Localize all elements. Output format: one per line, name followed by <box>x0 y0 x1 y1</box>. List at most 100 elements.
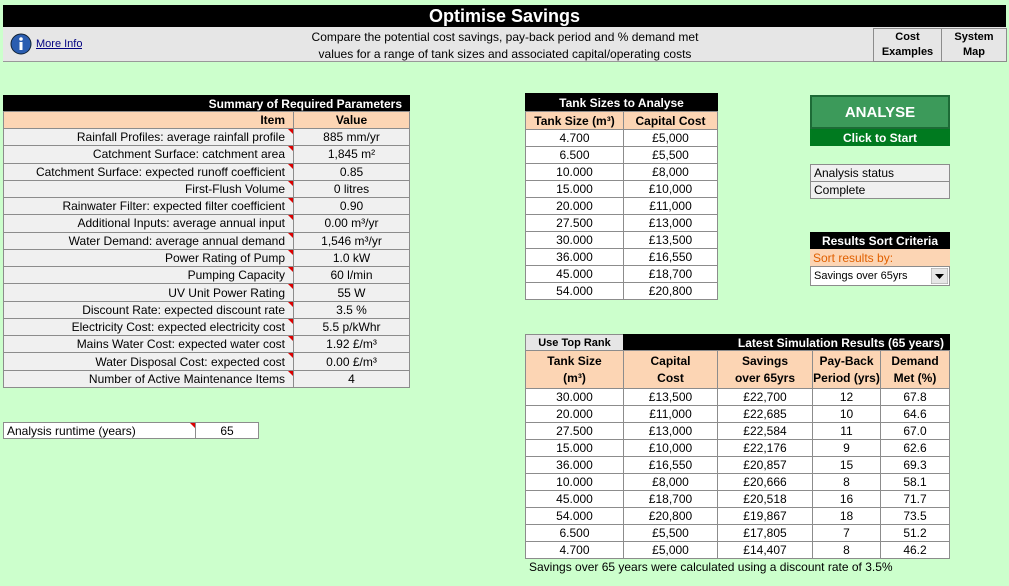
result-cell: £20,857 <box>717 456 813 474</box>
header-line: Capital <box>650 353 691 368</box>
result-cell: £19,867 <box>717 507 813 525</box>
runtime-value: 65 <box>195 422 259 439</box>
capital-cost: £16,550 <box>623 248 718 266</box>
result-cell: 6.500 <box>525 524 624 542</box>
parameter-value: 55 W <box>293 283 410 302</box>
result-cell: 54.000 <box>525 507 624 525</box>
result-cell: £5,000 <box>623 541 718 559</box>
column-header: Pay-Back Period (yrs) <box>812 350 881 389</box>
result-cell: £11,000 <box>623 405 718 423</box>
toolbar-button[interactable]: Cost Examples <box>873 28 942 62</box>
result-cell: £20,800 <box>623 507 718 525</box>
page-title: Optimise Savings <box>3 5 1006 27</box>
sort-title: Results Sort Criteria <box>810 232 950 249</box>
column-header: Tank Size (m³) <box>525 111 624 130</box>
description-line: values for a range of tank sizes and ass… <box>318 46 692 61</box>
parameter-item: Catchment Surface: expected runoff coeff… <box>3 162 294 181</box>
capital-cost: £8,000 <box>623 163 718 181</box>
header-line: Demand <box>891 353 939 368</box>
result-cell: 7 <box>812 524 881 542</box>
parameter-item: Rainwater Filter: expected filter coeffi… <box>3 197 294 216</box>
runtime-label: Analysis runtime (years) <box>3 422 196 439</box>
parameter-item: First-Flush Volume <box>3 179 294 199</box>
info-icon[interactable] <box>10 33 32 55</box>
capital-cost: £13,000 <box>623 214 718 232</box>
description-line: Compare the potential cost savings, pay-… <box>311 29 699 44</box>
parameter-item: Discount Rate: expected discount rate <box>3 300 294 319</box>
result-cell: 15 <box>812 456 881 474</box>
column-header: Capital Cost <box>623 350 718 389</box>
use-top-rank-button[interactable]: Use Top Rank <box>525 334 624 351</box>
column-header: Demand Met (%) <box>880 350 950 389</box>
button-label: Cost <box>895 31 920 43</box>
toolbar-button[interactable]: System Map <box>941 28 1007 62</box>
capital-cost: £11,000 <box>623 197 718 215</box>
parameter-item: Number of Active Maintenance Items <box>3 369 294 388</box>
result-cell: 8 <box>812 473 881 491</box>
result-cell: 71.7 <box>880 490 950 508</box>
parameter-item: Pumping Capacity <box>3 266 294 285</box>
result-cell: £22,584 <box>717 422 813 440</box>
more-info-link[interactable]: More Info <box>36 38 83 50</box>
result-cell: £22,176 <box>717 439 813 457</box>
column-header: Item <box>3 111 294 129</box>
capital-cost: £5,500 <box>623 146 718 164</box>
sort-dropdown[interactable]: Savings over 65yrs <box>810 266 950 286</box>
parameter-item: Rainfall Profiles: average rainfall prof… <box>3 128 294 147</box>
parameter-item: Electricity Cost: expected electricity c… <box>3 317 294 337</box>
parameter-item: Mains Water Cost: expected water cost <box>3 335 294 354</box>
result-cell: 51.2 <box>880 524 950 542</box>
result-cell: 18 <box>812 507 881 525</box>
parameter-value: 60 l/min <box>293 266 410 285</box>
result-cell: 15.000 <box>525 439 624 457</box>
result-cell: 11 <box>812 422 881 440</box>
parameter-item: UV Unit Power Rating <box>3 283 294 302</box>
header-line: Tank Size <box>547 353 602 368</box>
header-line: Period (yrs) <box>813 370 880 385</box>
sort-selected: Savings over 65yrs <box>814 270 908 282</box>
status-label: Analysis status <box>810 164 950 182</box>
parameter-item: Catchment Surface: catchment area <box>3 145 294 164</box>
tank-size: 45.000 <box>525 265 624 283</box>
tank-size: 36.000 <box>525 248 624 266</box>
parameter-item: Water Disposal Cost: expected cost <box>3 352 294 371</box>
button-label: Map <box>963 46 985 58</box>
tank-size: 10.000 <box>525 163 624 181</box>
result-cell: 73.5 <box>880 507 950 525</box>
result-cell: 10.000 <box>525 473 624 491</box>
result-cell: 36.000 <box>525 456 624 474</box>
capital-cost: £10,000 <box>623 180 718 198</box>
header-line: Savings <box>741 353 789 368</box>
table-title: Tank Sizes to Analyse <box>525 93 718 112</box>
column-header: Value <box>293 111 410 129</box>
result-cell: 30.000 <box>525 388 624 406</box>
parameter-item: Power Rating of Pump <box>3 248 294 268</box>
tank-size: 4.700 <box>525 129 624 147</box>
parameter-value: 0.00 £/m³ <box>293 352 410 371</box>
result-cell: 69.3 <box>880 456 950 474</box>
tank-size: 30.000 <box>525 231 624 249</box>
result-cell: 9 <box>812 439 881 457</box>
result-cell: £20,666 <box>717 473 813 491</box>
result-cell: 67.0 <box>880 422 950 440</box>
result-cell: £13,500 <box>623 388 718 406</box>
result-cell: 45.000 <box>525 490 624 508</box>
table-title: Summary of Required Parameters <box>3 95 410 112</box>
status-value: Complete <box>810 181 950 199</box>
button-label: Examples <box>881 46 934 58</box>
parameter-value: 1.92 £/m³ <box>293 335 410 354</box>
result-cell: 46.2 <box>880 541 950 559</box>
sort-label: Sort results by: <box>810 249 950 266</box>
capital-cost: £13,500 <box>623 231 718 249</box>
capital-cost: £20,800 <box>623 282 718 300</box>
parameter-value: 3.5 % <box>293 300 410 319</box>
tank-size: 54.000 <box>525 282 624 300</box>
parameter-value: 1,845 m² <box>293 145 410 164</box>
parameter-value: 0 litres <box>293 179 410 199</box>
dropdown-arrow[interactable] <box>931 268 948 284</box>
button-label: System <box>954 31 994 43</box>
result-cell: £14,407 <box>717 541 813 559</box>
result-cell: £20,518 <box>717 490 813 508</box>
analyse-button[interactable]: ANALYSE <box>810 95 950 129</box>
analyse-hint[interactable]: Click to Start <box>810 129 950 146</box>
